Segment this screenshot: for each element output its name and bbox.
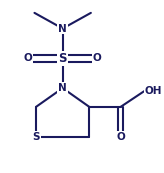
Text: N: N: [58, 83, 67, 93]
Text: N: N: [58, 24, 67, 34]
Text: S: S: [32, 132, 40, 142]
Text: O: O: [24, 53, 33, 63]
Text: O: O: [93, 53, 102, 63]
Text: S: S: [58, 52, 67, 65]
Text: OH: OH: [144, 86, 162, 96]
Text: O: O: [116, 132, 125, 142]
